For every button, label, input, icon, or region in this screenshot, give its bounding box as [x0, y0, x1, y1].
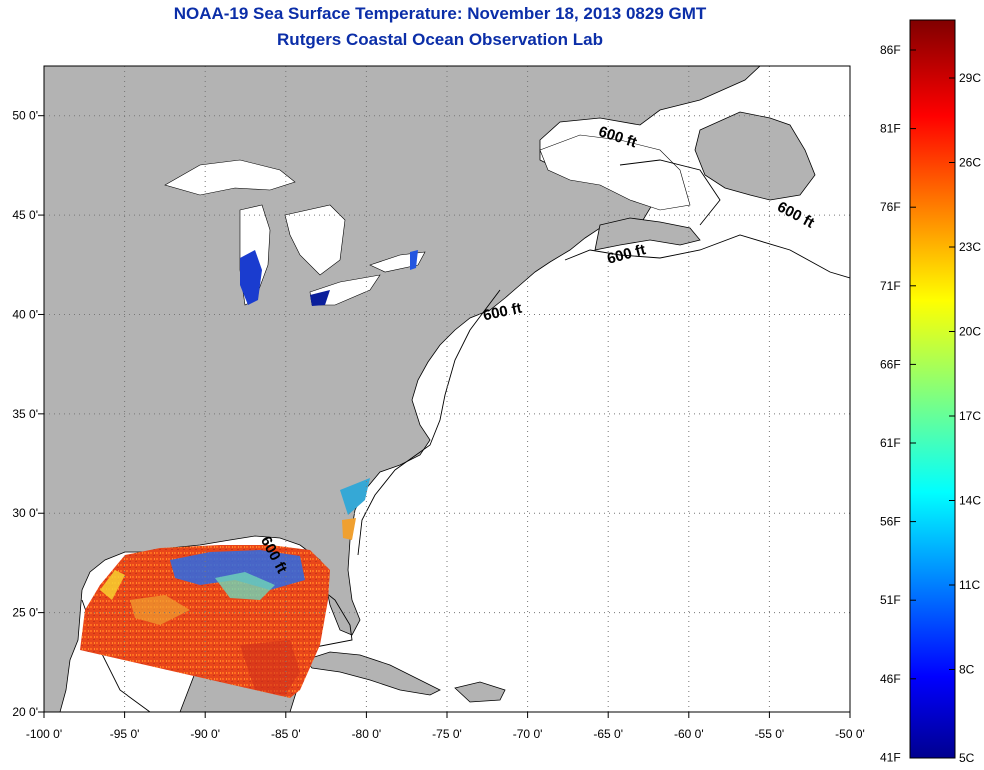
colorbar-c-label: 8C [959, 663, 975, 677]
x-tick-label: -90 0' [190, 727, 220, 741]
colorbar-f-label: 71F [880, 279, 901, 293]
gulf-st-lawrence [539, 134, 691, 211]
graticule [38, 66, 851, 718]
land-nova-scotia [594, 217, 701, 251]
x-tick-label: -55 0' [755, 727, 785, 741]
colorbar-f-label: 86F [880, 43, 901, 57]
x-tick-label: -80 0' [352, 727, 382, 741]
colorbar-f-label: 41F [880, 750, 901, 764]
x-tick-label: -50 0' [835, 727, 865, 741]
colorbar-c-label: 29C [959, 71, 981, 85]
colorbar-c-label: 14C [959, 494, 981, 508]
y-tick-label: 35 0' [12, 407, 38, 421]
colorbar-c-label: 23C [959, 240, 981, 254]
colorbar-c-label: 26C [959, 156, 981, 170]
y-tick-label: 45 0' [12, 208, 38, 222]
colorbar-f-label: 76F [880, 200, 901, 214]
colorbar-f-label: 51F [880, 593, 901, 607]
colorbar-c-label: 5C [959, 751, 975, 765]
x-tick-label: -65 0' [593, 727, 623, 741]
y-tick-label: 20 0' [12, 705, 38, 719]
colorbar-c-label: 11C [959, 578, 980, 592]
y-tick-label: 25 0' [12, 606, 38, 620]
land-hispaniola [454, 681, 506, 703]
x-tick-label: -100 0' [26, 727, 62, 741]
y-tick-label: 30 0' [12, 506, 38, 520]
colorbar-c-label: 20C [959, 325, 981, 339]
y-axis-labels: 20 0' 25 0' 30 0' 35 0' 40 0' 45 0' 50 0' [12, 109, 38, 719]
lake-sst-pixels [240, 250, 418, 306]
map-frame [43, 65, 851, 713]
x-axis-labels: -100 0' -95 0' -90 0' -85 0' -80 0' -75 0' -70… [26, 727, 865, 741]
x-tick-label: -75 0' [432, 727, 462, 741]
land-cuba [304, 651, 441, 696]
map-subtitle: Rutgers Coastal Ocean Observation Lab [277, 30, 603, 49]
colorbar-c-label: 17C [959, 409, 981, 423]
y-tick-label: 50 0' [12, 109, 38, 123]
colorbar [909, 19, 956, 759]
x-tick-label: -95 0' [110, 727, 140, 741]
x-tick-label: -60 0' [674, 727, 704, 741]
x-tick-label: -85 0' [271, 727, 301, 741]
colorbar-fahrenheit-labels: 86F 81F 76F 71F 66F 61F 56F 51F 46F 41F [880, 43, 916, 764]
colorbar-f-label: 81F [880, 122, 901, 136]
map-title: NOAA-19 Sea Surface Temperature: Novembe… [173, 4, 707, 23]
y-tick-label: 40 0' [12, 307, 38, 321]
colorbar-f-label: 61F [880, 436, 901, 450]
colorbar-f-label: 66F [880, 357, 901, 371]
x-tick-label: -70 0' [513, 727, 543, 741]
colorbar-f-label: 56F [880, 515, 901, 529]
land-newfoundland [694, 111, 816, 201]
colorbar-f-label: 46F [880, 672, 901, 686]
colorbar-celsius-labels: 29C 26C 23C 20C 17C 14C 11C 8C 5C [949, 71, 981, 765]
